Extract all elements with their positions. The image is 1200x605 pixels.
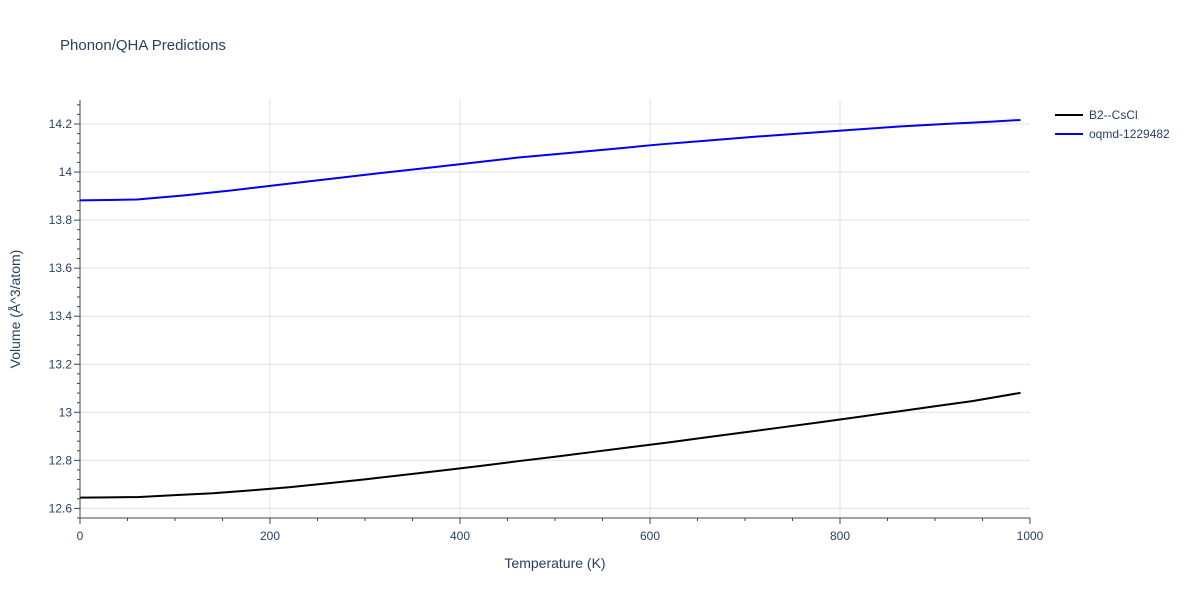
x-tick-label: 400 <box>450 529 470 543</box>
x-tick-label: 800 <box>830 529 850 543</box>
y-tick-label: 13.2 <box>49 357 73 371</box>
series-layer <box>79 118 1021 499</box>
grid-layer <box>80 100 1030 518</box>
x-tick-label: 0 <box>77 529 84 543</box>
legend-item-2[interactable]: oqmd-1229482 <box>1055 127 1170 141</box>
y-tick-label: 13.8 <box>49 213 73 227</box>
legend-label: B2--CsCl <box>1089 108 1138 122</box>
y-tick-label: 13.6 <box>49 261 73 275</box>
axes-layer: 0 200 400 600 800 1000 12.6 12.8 13 13.2 13.4 13.6 1… <box>49 100 1044 543</box>
series-line-2 <box>79 118 1021 202</box>
y-tick-label: 13 <box>59 405 73 419</box>
x-tick-label: 600 <box>640 529 660 543</box>
y-tick-label: 12.6 <box>49 501 73 515</box>
legend-item-1[interactable]: B2--CsCl <box>1055 108 1138 122</box>
y-tick-label: 14.2 <box>49 117 73 131</box>
legend[interactable]: B2--CsCl oqmd-1229482 <box>1055 108 1170 141</box>
x-axis-title: Temperature (K) <box>504 555 605 571</box>
y-tick-label: 14 <box>59 165 73 179</box>
series-line-1 <box>79 391 1021 499</box>
y-tick-label: 13.4 <box>49 309 73 323</box>
x-tick-label: 1000 <box>1017 529 1044 543</box>
legend-label: oqmd-1229482 <box>1089 127 1170 141</box>
y-tick-label: 12.8 <box>49 453 73 467</box>
x-tick-label: 200 <box>260 529 280 543</box>
y-axis-title: Volume (Å^3/atom) <box>7 250 23 369</box>
chart-title: Phonon/QHA Predictions <box>60 37 226 54</box>
